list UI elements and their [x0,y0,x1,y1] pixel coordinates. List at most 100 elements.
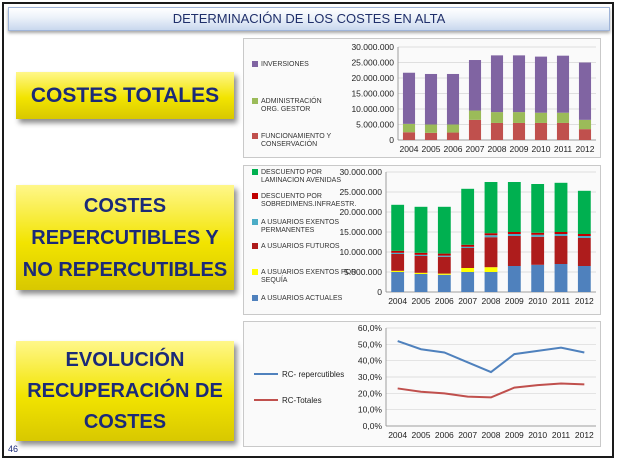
x-tick-label: 2011 [552,296,571,306]
legend-item-usuarios-futuros: A USUARIOS FUTUROS [252,243,340,251]
y-tick-label: 20.000.000 [351,73,394,83]
bar-segment [577,236,591,238]
bar-segment [534,122,548,140]
y-tick-label: 30.000.000 [351,42,394,52]
y-tick-label: 10.000.000 [339,247,382,257]
bar-segment [578,62,592,120]
y-tick-label: 25.000.000 [339,187,382,197]
bar-segment [534,56,548,113]
x-tick-label: 2011 [554,144,573,154]
x-tick-label: 2007 [466,144,485,154]
evolucion-chart: 0,0% 10,0% 20,0% 30,0% 40,0% 50,0% 60,0% 2004 20… [254,323,596,440]
bar-segment [490,122,504,140]
bar-segment [556,122,570,140]
bar-segment [391,270,405,272]
x-tick-label: 2004 [388,430,407,440]
bar-segment [437,255,451,257]
series-line [397,382,585,399]
y-tick-label: 10,0% [358,405,383,415]
legend-item-exentos-sequia: A USUARIOS EXENTOS POR SEQUÍA [252,269,356,285]
x-tick-label: 2009 [510,144,529,154]
legend-swatch [252,169,258,175]
bar-segment [391,254,405,271]
y-tick-label: 30,0% [358,372,383,382]
bar-segment [446,73,460,125]
bar-segment [424,124,438,133]
legend-swatch [252,219,258,225]
page-number: 46 [8,444,19,454]
bar-segment [534,112,548,123]
bar-segment [468,60,482,111]
bar-segment [484,272,498,292]
costes-repercutibles-chart: 0 5.000.000 10.000.000 15.000.000 20.000.000… [339,167,596,306]
legend-swatch [252,61,258,67]
costes-totales-chart: 0 5.000.000 10.000.000 15.000.000 20.000.000… [351,42,596,154]
bar-segment [484,182,498,234]
x-tick-label: 2012 [576,144,595,154]
legend-swatch [252,193,258,199]
legend-item-descuento-sobredimens: DESCUENTO POR SOBREDIMENS.INFRAESTR. [252,193,356,209]
bar-segment [484,267,498,272]
slide-title: DETERMINACIÓN DE LOS COSTES EN ALTA [8,7,610,31]
legend-swatch [252,133,258,139]
bar-segment [490,55,504,113]
x-tick-label: 2004 [388,296,407,306]
costes-repercutibles-chart-panel: DESCUENTO POR LAMINACION AVENIDAS DESCUE… [243,165,601,315]
y-tick-label: 60,0% [358,323,383,333]
x-tick-label: 2005 [412,430,431,440]
bar-segment [556,55,570,113]
bar-segment [531,232,545,235]
bar-segment [446,124,460,133]
bar-segment [391,252,405,254]
bar-segment [507,266,521,292]
y-tick-label: 0 [389,135,394,145]
bar-segment [577,238,591,266]
bar-segment [402,72,416,124]
costes-totales-label: COSTES TOTALES [16,72,234,119]
y-tick-label: 0 [377,287,382,297]
bar-segment [414,254,428,256]
bar-segment [414,252,428,255]
x-tick-label: 2009 [505,296,524,306]
legend-item-usuarios-actuales: A USUARIOS ACTUALES [252,295,342,303]
bar-segment [424,132,438,140]
bar-segment [468,110,482,120]
y-tick-label: 5.000.000 [356,120,394,130]
legend-item-inversiones: INVERSIONES [252,61,309,69]
y-tick-label: 10.000.000 [351,104,394,114]
bar-segment [554,232,568,234]
bar-segment [391,272,405,292]
evolucion-recuperacion-label: EVOLUCIÓN RECUPERACIÓN DE COSTES [16,341,234,441]
y-tick-label: 40,0% [358,356,383,366]
x-tick-label: 2006 [435,430,454,440]
bar-segment [507,182,521,232]
legend-label: RC- repercutibles [282,370,344,379]
bar-segment [531,236,545,265]
legend-item-descuento-laminacion: DESCUENTO POR LAMINACION AVENIDAS [252,169,341,185]
x-tick-label: 2011 [552,430,571,440]
bar-segment [554,236,568,264]
bar-segment [414,206,428,253]
y-tick-label: 25.000.000 [351,58,394,68]
x-tick-label: 2012 [575,296,594,306]
bar-segment [414,274,428,292]
bar-segment [391,250,405,253]
x-tick-label: 2010 [528,430,547,440]
x-tick-label: 2006 [435,296,454,306]
bar-segment [437,274,451,292]
bar-segment [461,248,475,268]
bar-segment [446,132,460,140]
legend-swatch [252,269,258,275]
legend-swatch [252,243,258,249]
bar-segment [531,264,545,292]
x-tick-label: 2007 [458,430,477,440]
x-tick-label: 2010 [532,144,551,154]
x-tick-label: 2005 [412,296,431,306]
y-tick-label: 20,0% [358,388,383,398]
bar-segment [414,256,428,273]
bar-segment [437,206,451,254]
bar-segment [578,129,592,140]
y-tick-label: 30.000.000 [339,167,382,177]
bar-segment [402,123,416,133]
legend-item-exentos-permanentes: A USUARIOS EXENTOS PERMANENTES [252,219,339,235]
